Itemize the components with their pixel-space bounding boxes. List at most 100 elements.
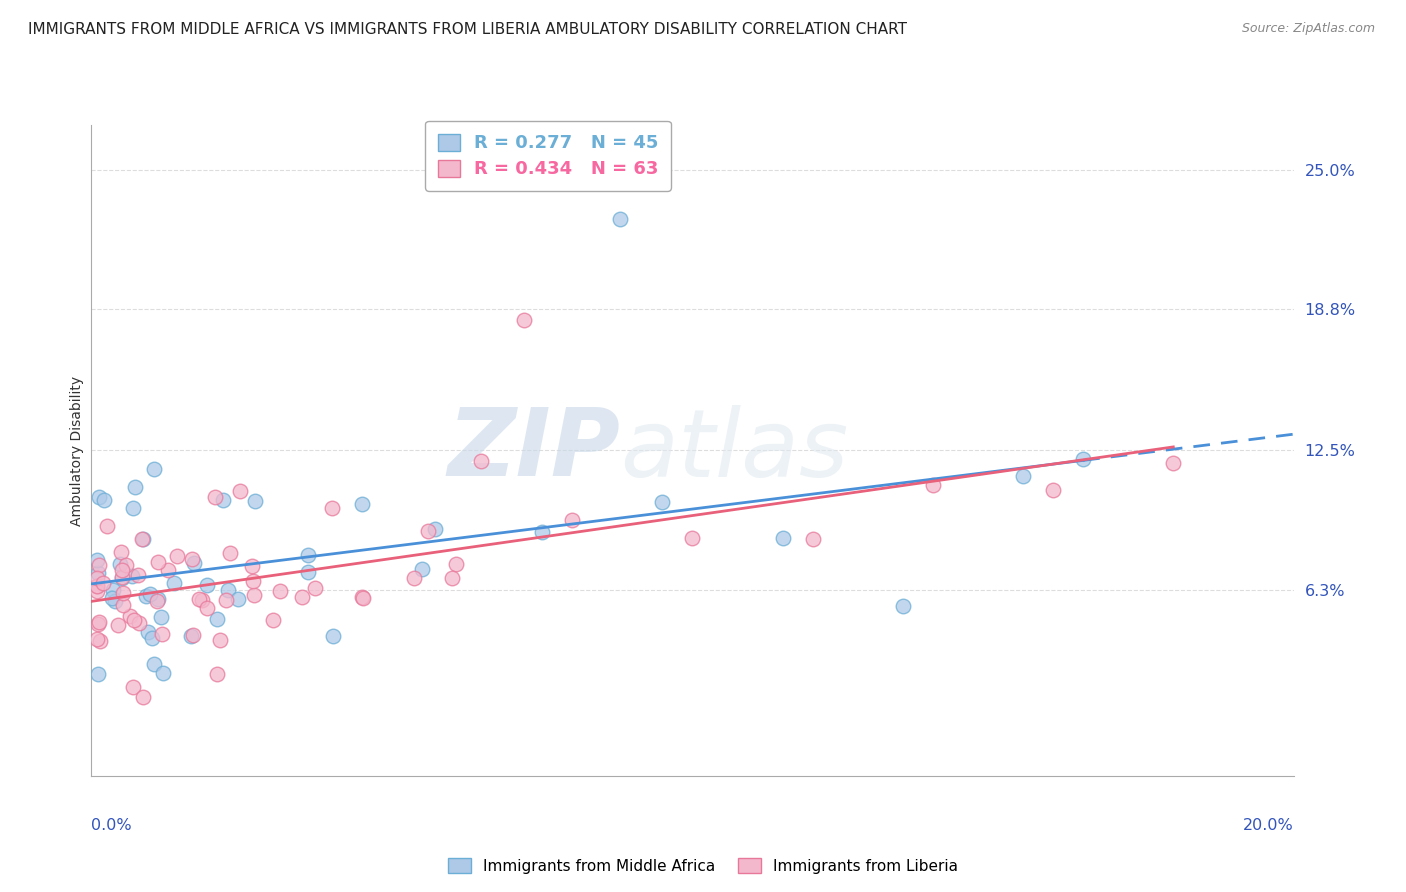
Point [111,570,134,584]
Point [180,629,202,643]
Point [89,634,111,648]
Point [297,566,319,580]
Point [115,558,138,573]
Point [146,555,169,569]
Point [297,548,319,562]
Point [191,592,214,607]
Point [240,558,263,573]
Point [1161,456,1184,470]
Point [195,577,218,591]
Point [229,483,252,498]
Point [111,586,134,600]
Point [304,581,326,595]
Point [322,629,344,643]
Point [108,557,131,571]
Text: IMMIGRANTS FROM MIDDLE AFRICA VS IMMIGRANTS FROM LIBERIA AMBULATORY DISABILITY C: IMMIGRANTS FROM MIDDLE AFRICA VS IMMIGRA… [28,22,907,37]
Point [86,571,108,585]
Point [243,588,266,602]
Point [122,613,145,627]
Point [86,583,108,598]
Point [891,599,914,614]
Point [87,558,110,572]
Point [425,522,447,536]
Point [195,601,218,615]
Point [291,590,314,604]
Legend: R = 0.277   N = 45, R = 0.434   N = 63: R = 0.277 N = 45, R = 0.434 N = 63 [426,121,671,191]
Point [681,531,703,545]
Point [128,615,150,630]
Point [1012,469,1035,483]
Point [101,582,124,597]
Point [212,493,235,508]
Point [609,212,631,227]
Point [96,519,118,533]
Point [922,478,945,492]
Point [107,618,129,632]
Point [87,666,110,681]
Point [111,571,134,585]
Point [86,579,108,593]
Legend: Immigrants from Middle Africa, Immigrants from Liberia: Immigrants from Middle Africa, Immigrant… [441,852,965,880]
Point [87,491,110,505]
Point [111,563,134,577]
Point [181,628,204,642]
Point [145,593,167,607]
Point [402,571,425,585]
Point [772,531,794,545]
Point [513,313,536,327]
Point [148,591,170,606]
Point [166,549,188,564]
Point [180,551,202,566]
Point [104,594,127,608]
Point [110,544,132,558]
Point [651,495,673,509]
Text: 20.0%: 20.0% [1243,818,1294,832]
Point [87,616,110,631]
Point [93,493,115,508]
Point [124,480,146,494]
Point [135,589,157,603]
Point [217,583,239,598]
Point [127,567,149,582]
Point [352,591,374,605]
Point [101,591,124,606]
Point [440,571,463,585]
Point [163,576,186,591]
Point [118,609,141,624]
Point [121,569,143,583]
Point [350,497,373,511]
Y-axis label: Ambulatory Disability: Ambulatory Disability [70,376,84,525]
Point [132,533,155,547]
Point [350,591,373,605]
Point [87,615,110,629]
Point [321,501,343,516]
Point [208,632,231,647]
Point [157,563,180,577]
Point [205,667,228,681]
Point [531,524,554,539]
Point [86,553,108,567]
Text: Source: ZipAtlas.com: Source: ZipAtlas.com [1241,22,1375,36]
Point [262,613,284,627]
Point [150,609,173,624]
Point [269,584,291,599]
Point [183,557,205,571]
Point [86,566,108,580]
Text: 0.0%: 0.0% [91,818,132,832]
Point [446,558,468,572]
Point [204,490,226,504]
Point [561,513,583,527]
Point [152,666,174,681]
Point [1042,483,1064,498]
Point [139,587,162,601]
Point [122,680,145,694]
Point [470,453,492,467]
Point [86,579,108,593]
Point [801,533,824,547]
Point [1071,452,1094,467]
Point [215,592,238,607]
Point [142,462,165,476]
Point [150,627,173,641]
Point [91,576,114,591]
Point [112,598,135,612]
